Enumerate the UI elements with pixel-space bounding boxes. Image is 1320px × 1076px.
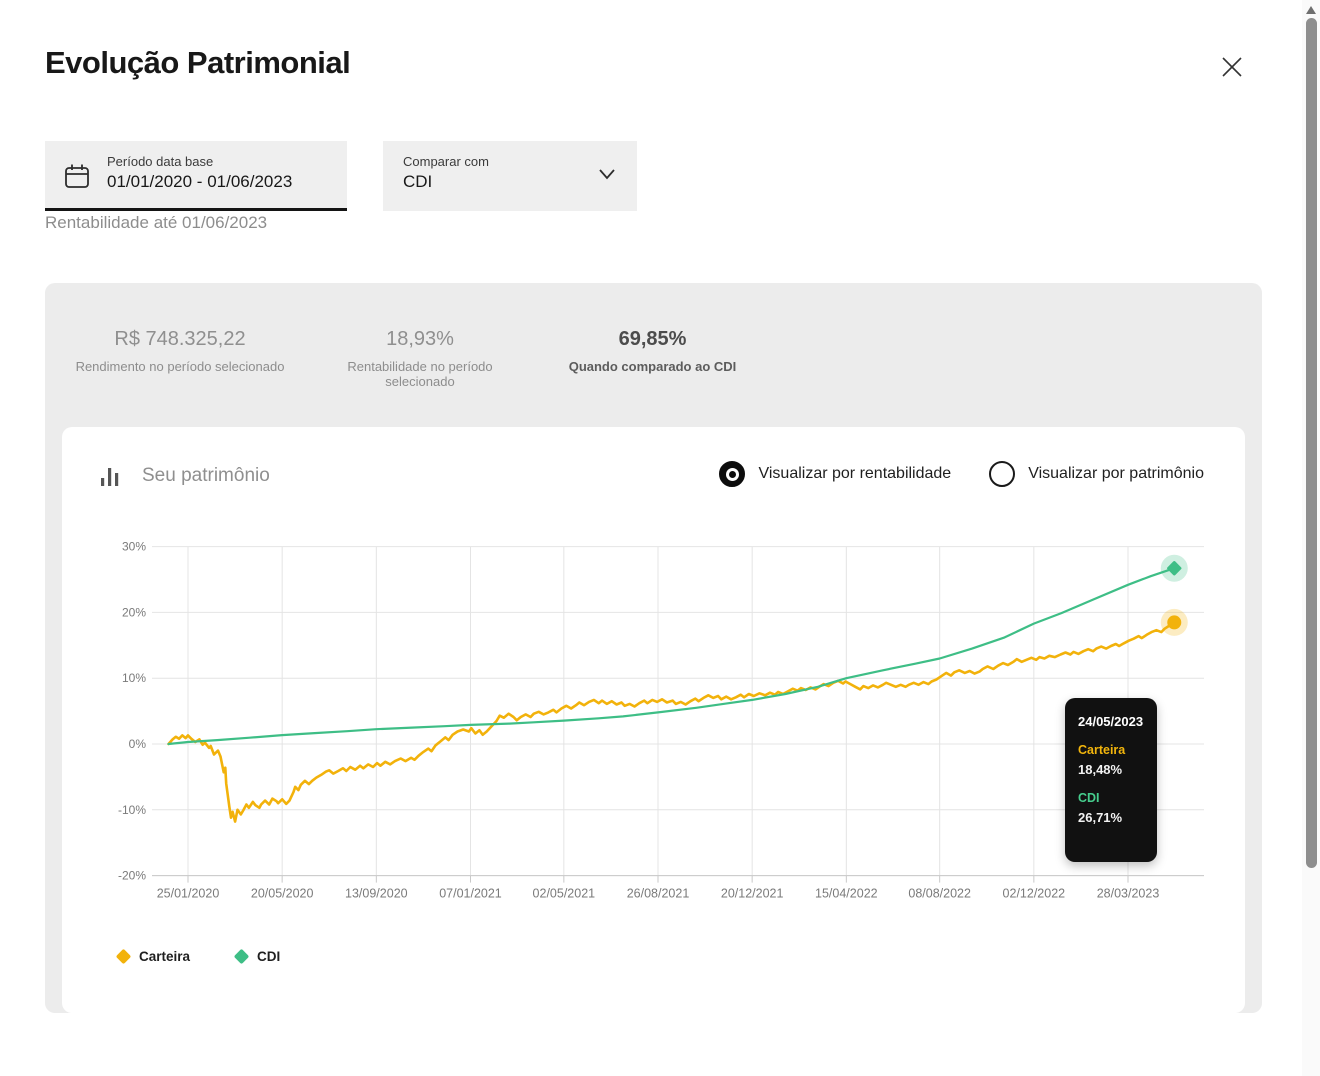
- scrollbar-track[interactable]: [1302, 0, 1320, 1076]
- legend-item: CDI: [233, 948, 281, 965]
- compare-field-label: Comparar com: [403, 154, 489, 169]
- calendar-icon: [62, 161, 92, 196]
- svg-text:10%: 10%: [122, 671, 146, 685]
- stat-label: Rentabilidade no período selecionado: [347, 359, 493, 389]
- view-mode-option[interactable]: Visualizar por rentabilidade: [719, 461, 951, 487]
- tooltip-series-entry: Carteira 18,48%: [1078, 743, 1144, 777]
- tooltip-series-value: 26,71%: [1078, 810, 1123, 825]
- stat-label: Rendimento no período selecionado: [75, 359, 285, 374]
- summary-stat: R$ 748.325,22 Rendimento no período selec…: [45, 327, 315, 374]
- chevron-down-icon: [597, 167, 617, 186]
- tooltip-series-name: Carteira: [1078, 743, 1126, 757]
- radio-label: Visualizar por rentabilidade: [758, 465, 952, 482]
- svg-text:20/05/2020: 20/05/2020: [251, 887, 314, 901]
- profitability-until-text: Rentabilidade até 01/06/2023: [45, 213, 268, 232]
- tooltip-series-name: CDI: [1078, 791, 1100, 805]
- radio-label: Visualizar por patrimônio: [1028, 465, 1204, 482]
- svg-text:20/12/2021: 20/12/2021: [721, 887, 784, 901]
- svg-text:0%: 0%: [129, 737, 147, 751]
- chart-legend: Carteira CDI: [115, 948, 281, 965]
- stat-label: Quando comparado ao CDI: [568, 359, 737, 374]
- bar-chart-icon: [100, 467, 122, 487]
- legend-marker-icon: [233, 948, 250, 965]
- chart-tooltip: 24/05/2023 Carteira 18,48% CDI 26,71%: [1065, 698, 1157, 862]
- scroll-up-arrow-icon[interactable]: [1306, 6, 1316, 14]
- compare-with-select[interactable]: Comparar com CDI: [383, 141, 637, 211]
- chart-title: Seu patrimônio: [142, 465, 270, 486]
- scrollbar-thumb[interactable]: [1306, 18, 1317, 868]
- tooltip-series-entry: CDI 26,71%: [1078, 791, 1144, 825]
- view-mode-radio-group: Visualizar por rentabilidade Visualizar p…: [719, 461, 1204, 487]
- period-field-label: Período data base: [107, 154, 214, 169]
- svg-text:-20%: -20%: [118, 869, 146, 883]
- svg-text:26/08/2021: 26/08/2021: [627, 887, 690, 901]
- radio-selected-icon[interactable]: [719, 461, 746, 487]
- chart-card: Seu patrimônio Visualizar por rentabilid…: [62, 427, 1245, 1013]
- period-field-value: 01/01/2020 - 01/06/2023: [107, 172, 293, 191]
- legend-marker-icon: [115, 948, 132, 965]
- legend-item: Carteira: [115, 948, 191, 965]
- svg-text:07/01/2021: 07/01/2021: [439, 887, 502, 901]
- legend-label: Carteira: [139, 949, 191, 964]
- summary-stat: 18,93% Rentabilidade no período seleciona…: [315, 327, 525, 389]
- svg-text:25/01/2020: 25/01/2020: [157, 887, 220, 901]
- svg-text:08/08/2022: 08/08/2022: [908, 887, 971, 901]
- page-title: Evolução Patrimonial: [45, 45, 351, 80]
- tooltip-series-value: 18,48%: [1078, 762, 1123, 777]
- legend-label: CDI: [257, 949, 281, 964]
- summary-stat: 69,85% Quando comparado ao CDI: [535, 327, 770, 374]
- svg-text:13/09/2020: 13/09/2020: [345, 887, 408, 901]
- period-date-field[interactable]: Período data base 01/01/2020 - 01/06/202…: [45, 141, 347, 211]
- radio-unselected-icon[interactable]: [989, 461, 1016, 487]
- svg-text:15/04/2022: 15/04/2022: [815, 887, 878, 901]
- svg-text:-10%: -10%: [118, 803, 146, 817]
- svg-text:02/05/2021: 02/05/2021: [533, 887, 596, 901]
- svg-text:02/12/2022: 02/12/2022: [1003, 887, 1066, 901]
- stat-value: 18,93%: [386, 328, 454, 350]
- compare-field-value: CDI: [403, 172, 433, 191]
- tooltip-date: 24/05/2023: [1078, 714, 1144, 729]
- svg-text:28/03/2023: 28/03/2023: [1097, 887, 1160, 901]
- summary-card: R$ 748.325,22 Rendimento no período selec…: [45, 283, 1262, 1013]
- close-icon: [1222, 56, 1242, 77]
- view-mode-option[interactable]: Visualizar por patrimônio: [989, 461, 1204, 487]
- stat-value: R$ 748.325,22: [114, 328, 246, 350]
- close-button[interactable]: [1216, 52, 1248, 84]
- stat-value: 69,85%: [618, 328, 687, 350]
- svg-text:20%: 20%: [122, 605, 146, 619]
- svg-text:30%: 30%: [122, 540, 146, 554]
